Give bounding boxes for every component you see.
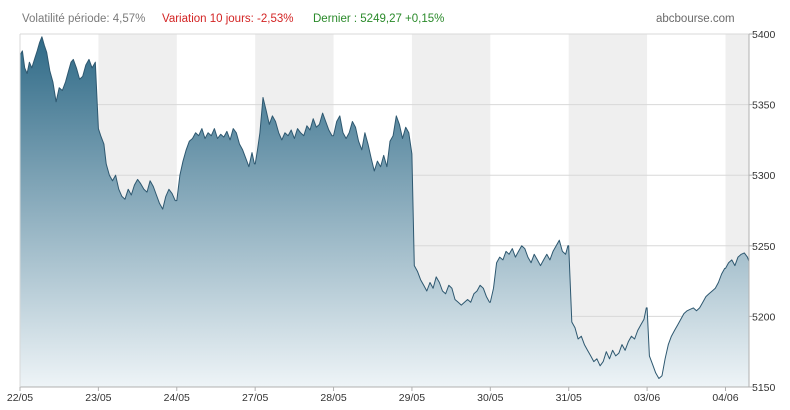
x-tick-label: 27/05 <box>242 392 268 404</box>
y-tick-label: 5400 <box>752 29 776 41</box>
y-tick-label: 5150 <box>752 382 776 394</box>
series-line <box>20 36 749 379</box>
x-tick-label: 23/05 <box>85 392 111 404</box>
x-tick-label: 22/05 <box>7 392 33 404</box>
variation-label: Variation 10 jours: -2,53% <box>162 13 294 25</box>
x-tick-label: 03/06 <box>634 392 660 404</box>
volatility-label: Volatilité période: 4,57% <box>22 13 146 25</box>
x-tick-label: 30/05 <box>477 392 503 404</box>
x-tick-label: 29/05 <box>399 392 425 404</box>
series-area <box>20 36 749 387</box>
chart-header: Volatilité période: 4,57% Variation 10 j… <box>0 0 790 30</box>
x-tick-label: 28/05 <box>320 392 346 404</box>
y-axis-ticks: 5150 5200 5250 5300 5350 5400 <box>749 29 776 394</box>
last-price-label: Dernier : 5249,27 +0,15% <box>313 13 445 25</box>
plot-area <box>20 36 749 387</box>
axes <box>19 34 750 388</box>
y-tick-label: 5200 <box>752 311 776 323</box>
y-tick-label: 5250 <box>752 241 776 253</box>
x-tick-label: 04/06 <box>712 392 738 404</box>
y-tick-label: 5350 <box>752 100 776 112</box>
y-tick-label: 5300 <box>752 170 776 182</box>
site-name: abcbourse.com <box>656 13 735 25</box>
x-tick-label: 31/05 <box>556 392 582 404</box>
day-band <box>568 34 648 387</box>
x-axis-ticks: 22/05 23/05 24/05 27/05 28/05 29/05 30/05 31/05… <box>7 387 739 404</box>
x-tick-label: 24/05 <box>164 392 190 404</box>
